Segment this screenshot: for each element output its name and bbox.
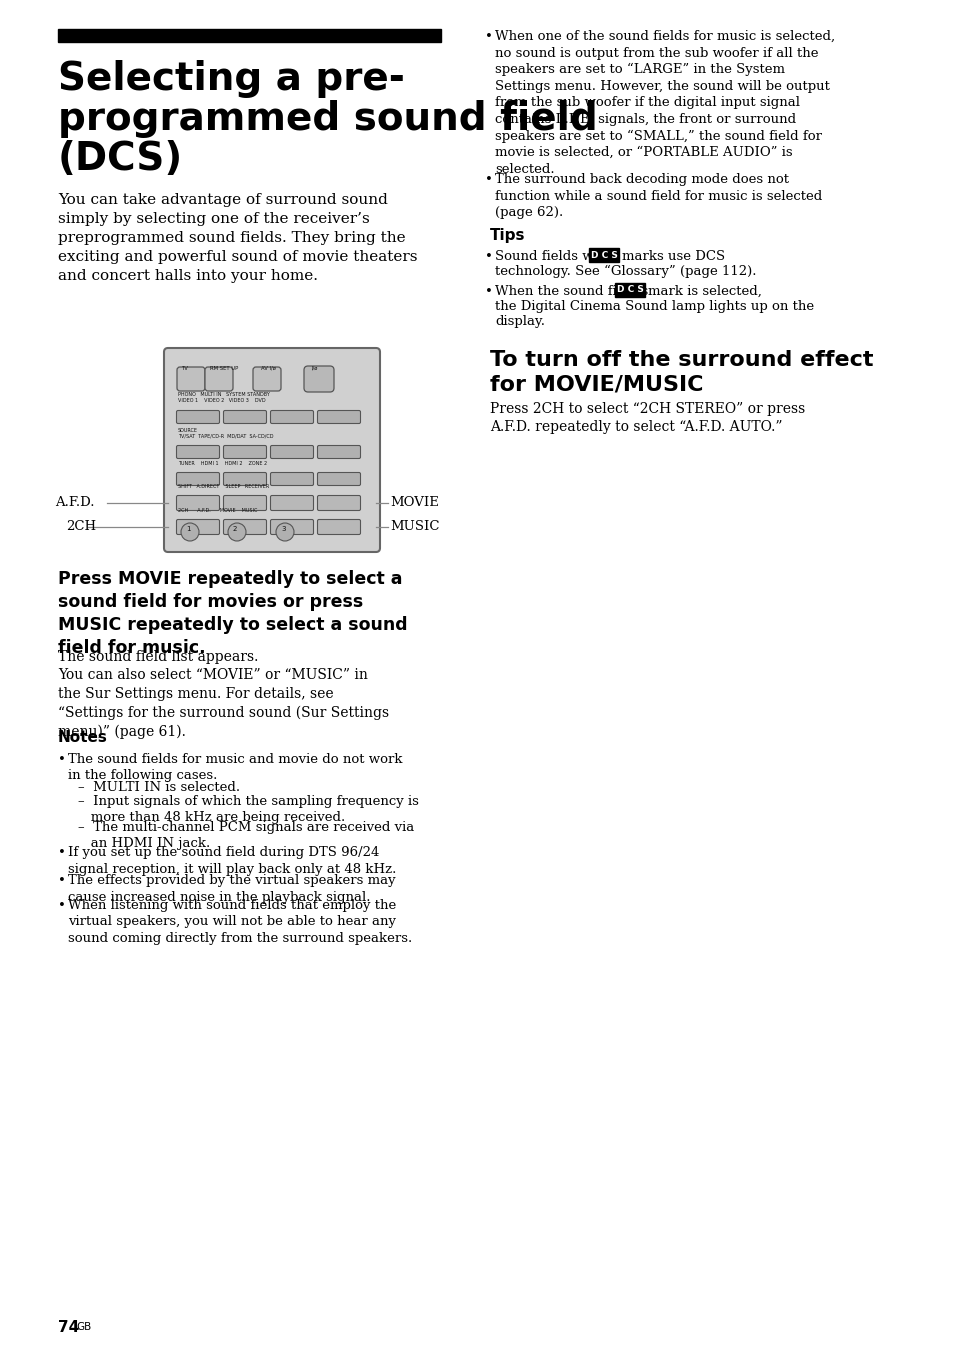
Text: When listening with sound fields that employ the
virtual speakers, you will not : When listening with sound fields that em… [68,899,412,945]
FancyBboxPatch shape [317,446,360,458]
FancyBboxPatch shape [317,495,360,511]
Text: 1: 1 [186,526,191,531]
Text: marks use DCS: marks use DCS [621,250,724,264]
Text: AV I/ø: AV I/ø [261,366,275,370]
Bar [588,247,618,262]
FancyBboxPatch shape [271,411,314,423]
Text: The sound field list appears.
You can also select “MOVIE” or “MUSIC” in
the Sur : The sound field list appears. You can al… [58,650,389,738]
Text: SHIFT   A.DIRECT    SLEEP   RECEIVER: SHIFT A.DIRECT SLEEP RECEIVER [178,484,269,489]
Text: •: • [58,873,66,887]
FancyBboxPatch shape [223,472,266,485]
Text: –  The multi-channel PCM signals are received via
   an HDMI IN jack.: – The multi-channel PCM signals are rece… [78,821,414,850]
Text: 74: 74 [58,1320,79,1334]
FancyBboxPatch shape [164,347,379,552]
Text: Tips: Tips [490,228,525,243]
Text: Press MOVIE repeatedly to select a
sound field for movies or press
MUSIC repeate: Press MOVIE repeatedly to select a sound… [58,571,407,657]
FancyBboxPatch shape [176,446,219,458]
Text: 2CH: 2CH [66,521,96,534]
Text: SOURCE: SOURCE [178,429,198,433]
FancyBboxPatch shape [271,446,314,458]
Text: The surround back decoding mode does not
function while a sound field for music : The surround back decoding mode does not… [495,173,821,219]
Text: MUSIC: MUSIC [390,521,439,534]
Text: When the sound field’s: When the sound field’s [495,285,652,297]
Text: •: • [58,753,66,767]
FancyBboxPatch shape [223,495,266,511]
Text: mark is selected,: mark is selected, [647,285,760,297]
FancyBboxPatch shape [176,472,219,485]
FancyBboxPatch shape [317,472,360,485]
Text: •: • [58,846,66,859]
Text: A.F.D.: A.F.D. [55,496,94,510]
FancyBboxPatch shape [304,366,334,392]
Circle shape [228,523,246,541]
Text: D C S: D C S [616,285,643,295]
Text: display.: display. [495,315,544,329]
Text: 2: 2 [233,526,237,531]
Text: Selecting a pre-: Selecting a pre- [58,59,404,97]
Text: When one of the sound fields for music is selected,
no sound is output from the : When one of the sound fields for music i… [495,30,834,176]
Text: I/ø: I/ø [312,366,318,370]
Text: TV/SAT  TAPE/CD-R  MD/DAT  SA-CD/CD: TV/SAT TAPE/CD-R MD/DAT SA-CD/CD [178,434,274,439]
FancyBboxPatch shape [253,366,281,391]
Text: The effects provided by the virtual speakers may
cause increased noise in the pl: The effects provided by the virtual spea… [68,873,395,903]
Text: RM SET UP: RM SET UP [210,366,238,370]
Circle shape [275,523,294,541]
Circle shape [181,523,199,541]
Text: the Digital Cinema Sound lamp lights up on the: the Digital Cinema Sound lamp lights up … [495,300,813,314]
Text: PHONO   MULTI IN   SYSTEM STANDBY: PHONO MULTI IN SYSTEM STANDBY [178,392,270,397]
FancyBboxPatch shape [177,366,205,391]
FancyBboxPatch shape [271,519,314,534]
Text: TUNER    HDMI 1    HDMI 2    ZONE 2: TUNER HDMI 1 HDMI 2 ZONE 2 [178,461,267,466]
Text: Press 2CH to select “2CH STEREO” or press
A.F.D. repeatedly to select “A.F.D. AU: Press 2CH to select “2CH STEREO” or pres… [490,402,804,434]
Text: D C S: D C S [590,250,617,260]
Text: –  Input signals of which the sampling frequency is
   more than 48 kHz are bein: – Input signals of which the sampling fr… [78,795,418,825]
Text: –  MULTI IN is selected.: – MULTI IN is selected. [78,781,240,794]
FancyBboxPatch shape [176,519,219,534]
FancyBboxPatch shape [271,495,314,511]
Text: MOVIE: MOVIE [390,496,438,510]
Text: 2CH      A.F.D.      MOVIE    MUSIC: 2CH A.F.D. MOVIE MUSIC [178,508,257,512]
Text: •: • [484,30,493,43]
Text: technology. See “Glossary” (page 112).: technology. See “Glossary” (page 112). [495,265,756,279]
Text: •: • [58,899,66,913]
Text: You can take advantage of surround sound
simply by selecting one of the receiver: You can take advantage of surround sound… [58,193,417,283]
Bar [58,28,440,42]
Text: To turn off the surround effect
for MOVIE/MUSIC: To turn off the surround effect for MOVI… [490,350,873,393]
FancyBboxPatch shape [223,446,266,458]
FancyBboxPatch shape [271,472,314,485]
Text: •: • [484,285,493,297]
FancyBboxPatch shape [205,366,233,391]
FancyBboxPatch shape [317,411,360,423]
Text: The sound fields for music and movie do not work
in the following cases.: The sound fields for music and movie do … [68,753,402,783]
FancyBboxPatch shape [176,411,219,423]
Text: If you set up the sound field during DTS 96/24
signal reception, it will play ba: If you set up the sound field during DTS… [68,846,395,876]
Text: 3: 3 [281,526,285,531]
Bar [614,283,644,297]
FancyBboxPatch shape [223,411,266,423]
Text: •: • [484,250,493,264]
FancyBboxPatch shape [223,519,266,534]
Text: Sound fields with: Sound fields with [495,250,615,264]
Text: programmed sound field: programmed sound field [58,100,598,138]
FancyBboxPatch shape [176,495,219,511]
Text: (DCS): (DCS) [58,141,183,178]
FancyBboxPatch shape [317,519,360,534]
Text: Notes: Notes [58,730,108,745]
Text: GB: GB [76,1322,91,1332]
Text: VIDEO 1    VIDEO 2   VIDEO 3    DVD: VIDEO 1 VIDEO 2 VIDEO 3 DVD [178,397,265,403]
Text: TV: TV [182,366,189,370]
Text: •: • [484,173,493,187]
